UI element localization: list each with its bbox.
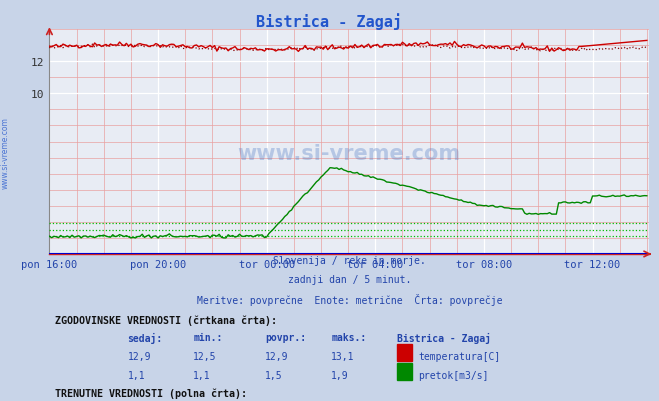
Text: 12,9: 12,9 <box>266 351 289 361</box>
Text: sedaj:: sedaj: <box>127 332 163 343</box>
Text: TRENUTNE VREDNOSTI (polna črta):: TRENUTNE VREDNOSTI (polna črta): <box>55 387 247 398</box>
Text: temperatura[C]: temperatura[C] <box>418 351 500 361</box>
Text: 1,1: 1,1 <box>193 370 211 380</box>
Text: 1,1: 1,1 <box>127 370 145 380</box>
Text: www.si-vreme.com: www.si-vreme.com <box>238 144 461 163</box>
Text: ZGODOVINSKE VREDNOSTI (črtkana črta):: ZGODOVINSKE VREDNOSTI (črtkana črta): <box>55 315 277 326</box>
Text: maks.:: maks.: <box>331 332 366 342</box>
Bar <box>397 344 413 361</box>
Text: Bistrica - Zagaj: Bistrica - Zagaj <box>256 13 403 30</box>
Text: 1,9: 1,9 <box>331 370 349 380</box>
Text: zadnji dan / 5 minut.: zadnji dan / 5 minut. <box>287 275 411 285</box>
Text: 13,1: 13,1 <box>331 351 355 361</box>
Text: 12,5: 12,5 <box>193 351 217 361</box>
Text: min.:: min.: <box>193 332 223 342</box>
Text: Meritve: povprečne  Enote: metrične  Črta: povprečje: Meritve: povprečne Enote: metrične Črta:… <box>196 294 502 305</box>
Text: povpr.:: povpr.: <box>266 332 306 342</box>
Text: Slovenija / reke in morje.: Slovenija / reke in morje. <box>273 256 426 266</box>
Text: 1,5: 1,5 <box>266 370 283 380</box>
Text: Bistrica - Zagaj: Bistrica - Zagaj <box>397 332 491 343</box>
Text: www.si-vreme.com: www.si-vreme.com <box>1 117 10 188</box>
Text: pretok[m3/s]: pretok[m3/s] <box>418 370 489 380</box>
Text: 12,9: 12,9 <box>127 351 151 361</box>
Bar <box>397 363 413 380</box>
